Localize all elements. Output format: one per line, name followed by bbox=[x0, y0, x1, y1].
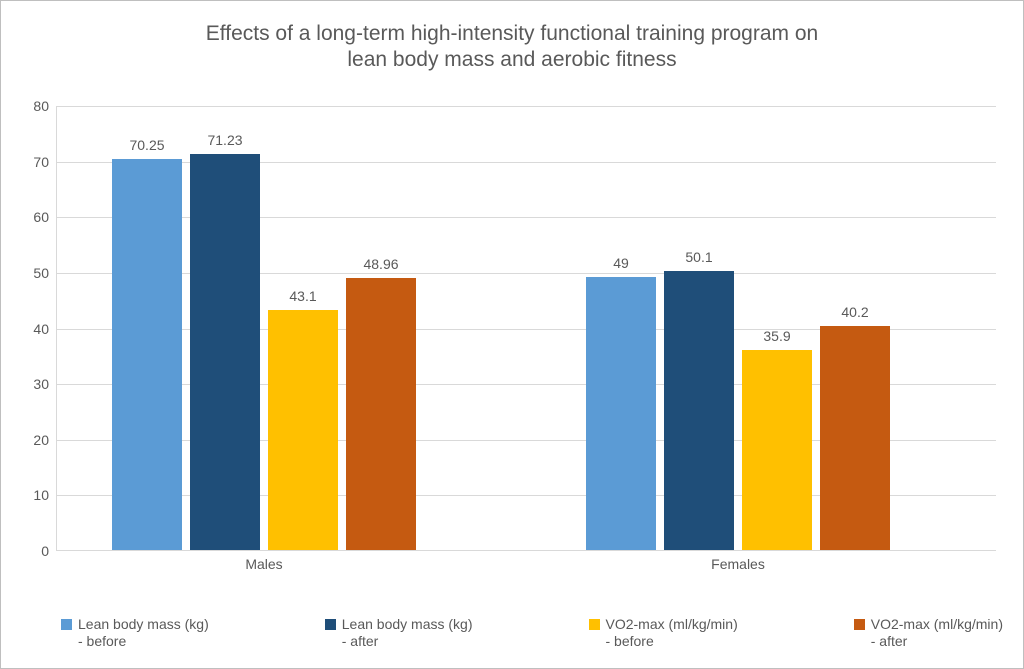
y-tick-label: 10 bbox=[17, 487, 57, 503]
bar-value-label: 48.96 bbox=[363, 256, 398, 272]
bar-value-label: 43.1 bbox=[289, 288, 316, 304]
y-tick-label: 80 bbox=[17, 98, 57, 114]
y-tick-label: 70 bbox=[17, 154, 57, 170]
chart-container: Effects of a long-term high-intensity fu… bbox=[0, 0, 1024, 669]
bar-value-label: 35.9 bbox=[763, 328, 790, 344]
chart-title: Effects of a long-term high-intensity fu… bbox=[1, 21, 1023, 74]
legend-swatch bbox=[325, 619, 336, 630]
bar: 35.9 bbox=[742, 350, 812, 550]
bar-value-label: 70.25 bbox=[129, 137, 164, 153]
gridline bbox=[57, 106, 996, 107]
legend-swatch bbox=[589, 619, 600, 630]
y-tick-label: 30 bbox=[17, 376, 57, 392]
legend-label: VO2-max (ml/kg/min) - before bbox=[606, 616, 738, 650]
x-tick-label: Females bbox=[711, 556, 765, 572]
y-tick-label: 60 bbox=[17, 209, 57, 225]
legend-item: Lean body mass (kg) - before bbox=[61, 616, 209, 650]
bar: 40.2 bbox=[820, 326, 890, 550]
bar: 50.1 bbox=[664, 271, 734, 550]
legend-label: VO2-max (ml/kg/min) - after bbox=[871, 616, 1003, 650]
legend-label: Lean body mass (kg) - after bbox=[342, 616, 473, 650]
legend: Lean body mass (kg) - before Lean body ma… bbox=[61, 616, 1003, 650]
bar: 70.25 bbox=[112, 159, 182, 550]
y-tick-label: 0 bbox=[17, 543, 57, 559]
bar: 49 bbox=[586, 277, 656, 550]
title-line-2: lean body mass and aerobic fitness bbox=[1, 47, 1023, 73]
y-tick-label: 40 bbox=[17, 321, 57, 337]
legend-item: VO2-max (ml/kg/min) - before bbox=[589, 616, 738, 650]
legend-swatch bbox=[854, 619, 865, 630]
bar-value-label: 40.2 bbox=[841, 304, 868, 320]
legend-label: Lean body mass (kg) - before bbox=[78, 616, 209, 650]
bar-value-label: 49 bbox=[613, 255, 629, 271]
legend-item: VO2-max (ml/kg/min) - after bbox=[854, 616, 1003, 650]
bar: 71.23 bbox=[190, 154, 260, 550]
legend-item: Lean body mass (kg) - after bbox=[325, 616, 473, 650]
bar-value-label: 71.23 bbox=[207, 132, 242, 148]
bar-value-label: 50.1 bbox=[685, 249, 712, 265]
bar: 48.96 bbox=[346, 278, 416, 550]
y-tick-label: 50 bbox=[17, 265, 57, 281]
legend-swatch bbox=[61, 619, 72, 630]
y-tick-label: 20 bbox=[17, 432, 57, 448]
bar: 43.1 bbox=[268, 310, 338, 550]
plot-area: 0102030405060708070.2571.2343.148.96Male… bbox=[56, 106, 996, 551]
x-tick-label: Males bbox=[245, 556, 282, 572]
title-line-1: Effects of a long-term high-intensity fu… bbox=[1, 21, 1023, 47]
